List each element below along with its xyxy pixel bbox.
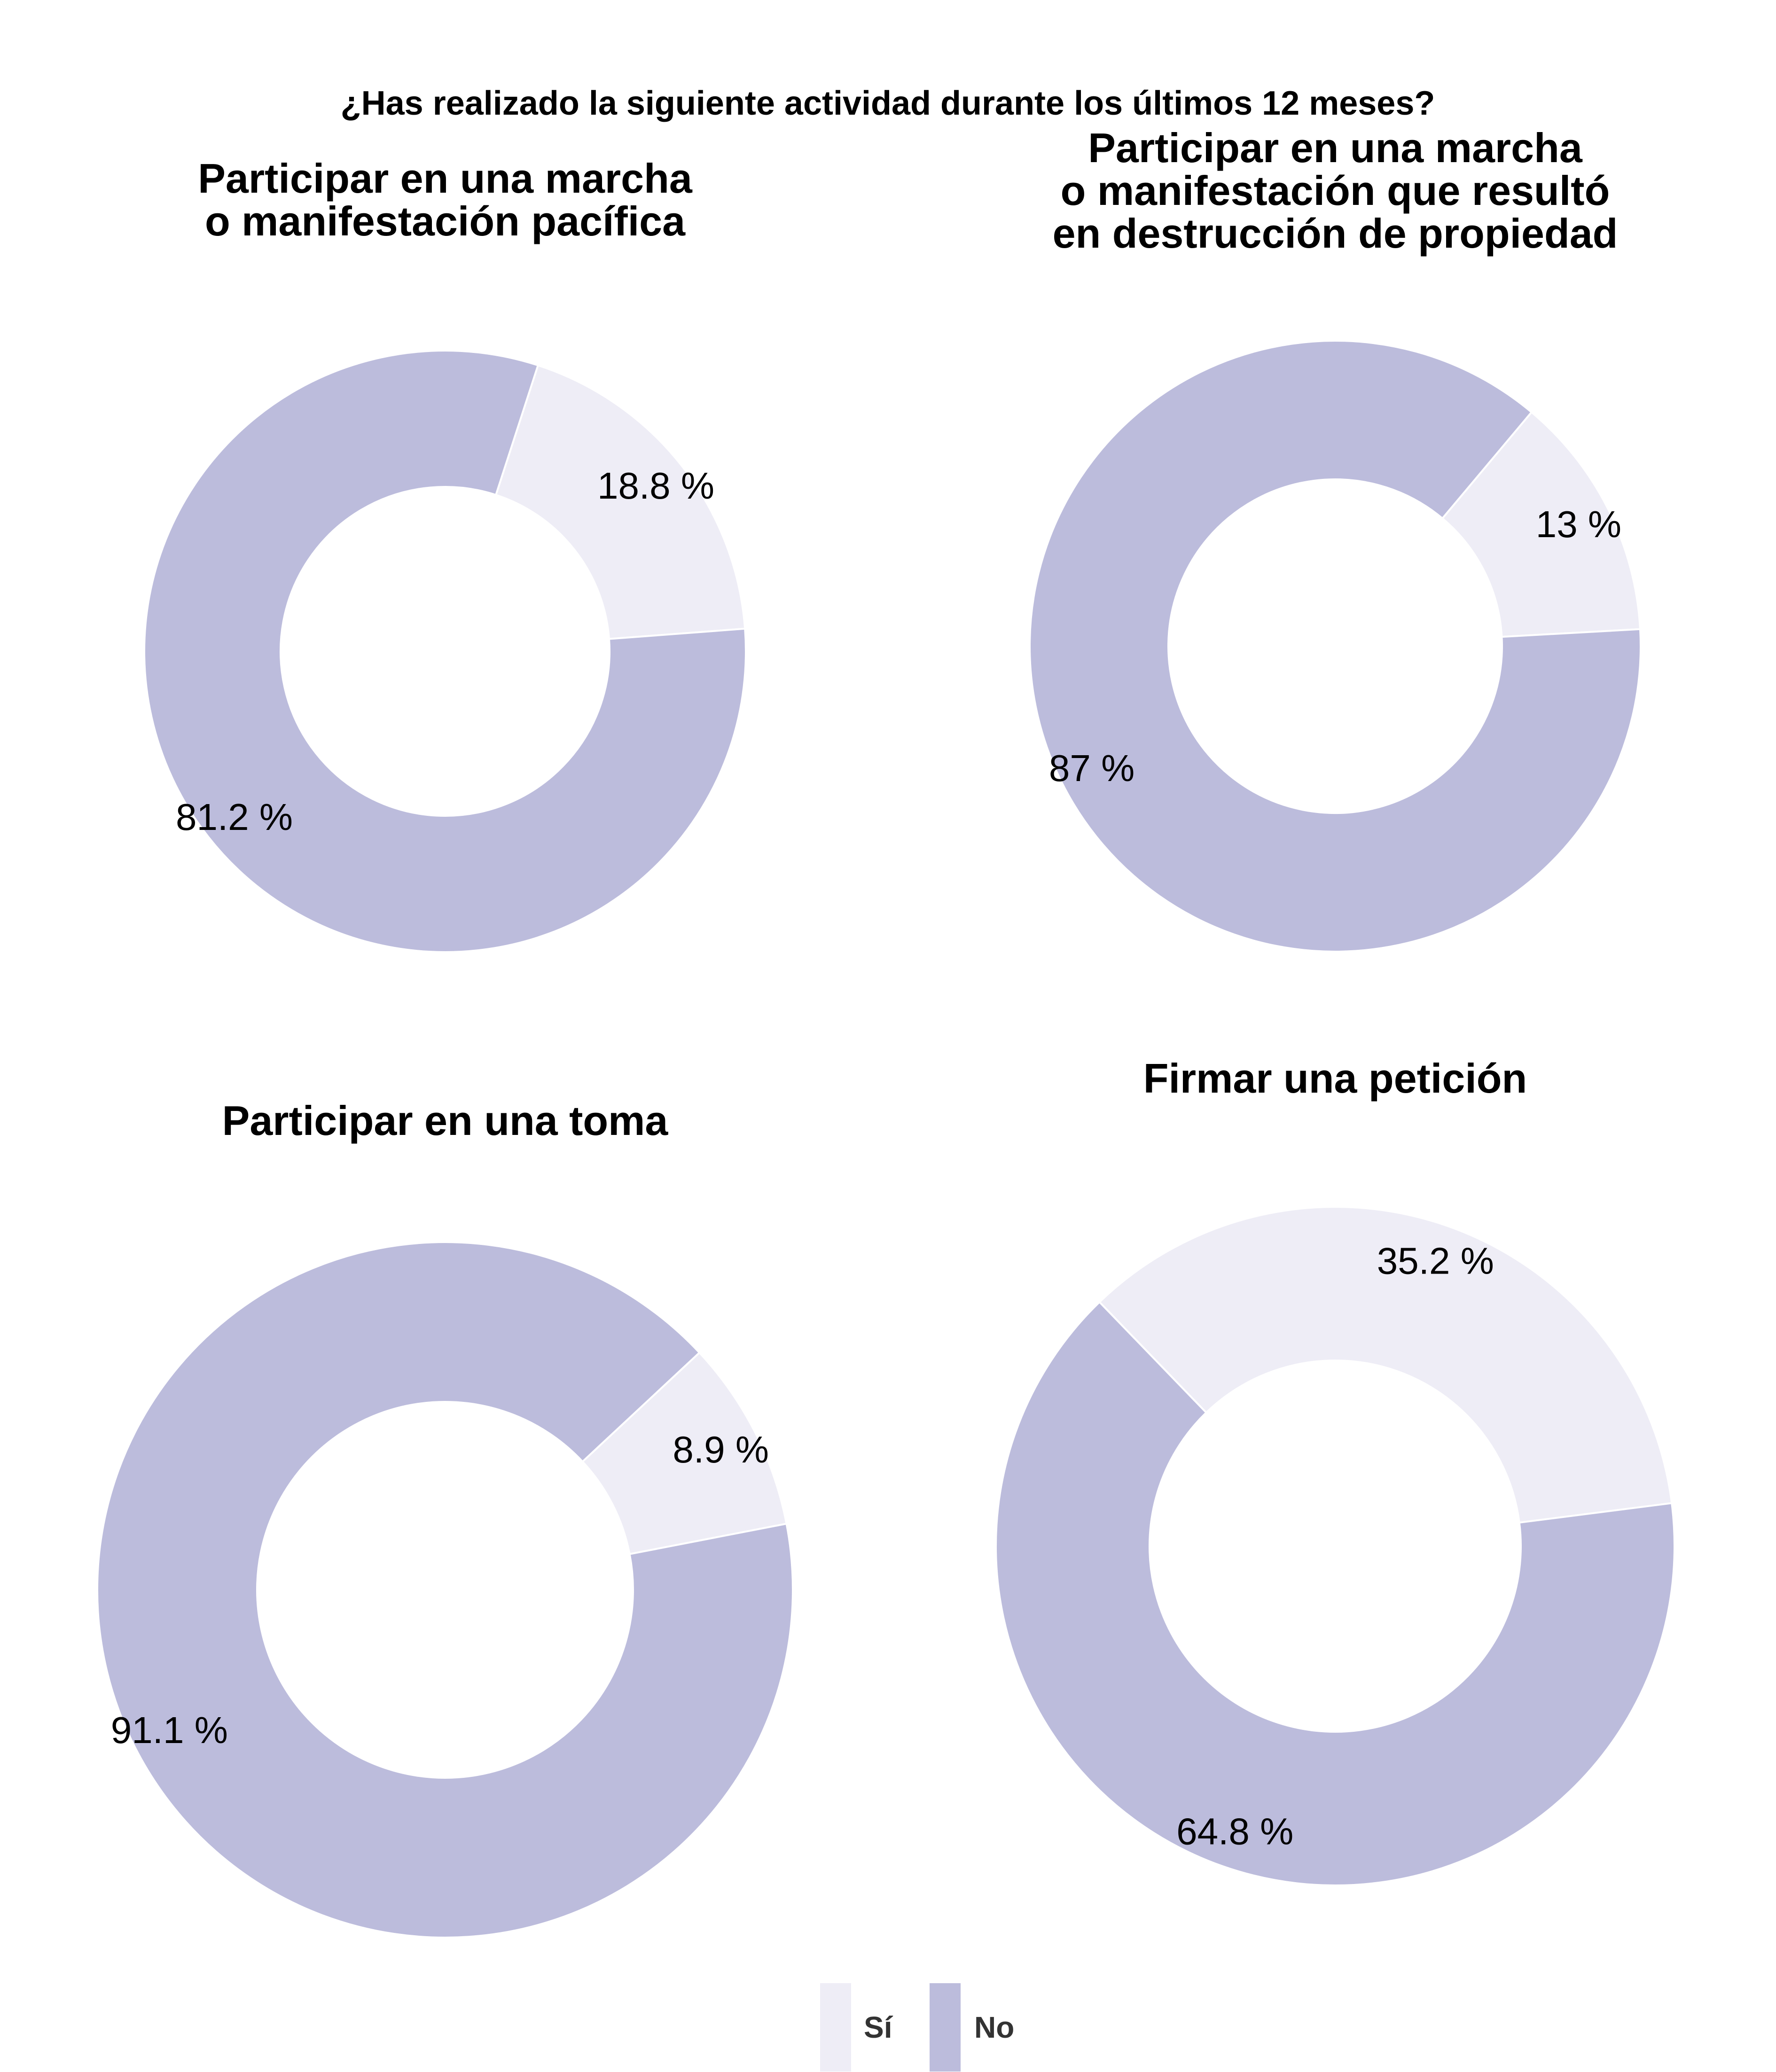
panels: Participar en una marcha o manifestación … xyxy=(96,125,1675,1939)
slice-label-si: 18.8 % xyxy=(597,465,714,507)
panel-title-line: Participar en una marcha xyxy=(198,155,693,202)
donut-panel-1: Participar en una marcha o manifestación … xyxy=(143,155,747,953)
legend-label-si: Sí xyxy=(864,2010,893,2044)
panel-title-line: Participar en una toma xyxy=(222,1097,669,1144)
panel-title: Participar en una marcha o manifestación … xyxy=(198,155,693,244)
slice-si xyxy=(1098,1206,1673,1524)
panel-title-line: en destrucción de propiedad xyxy=(1053,210,1618,257)
slice-si xyxy=(494,364,746,640)
panel-title: Firmar una petición xyxy=(1143,1055,1527,1102)
main-title: ¿Has realizado la siguiente actividad du… xyxy=(341,85,1435,122)
panel-title-line: o manifestación que resultó xyxy=(1061,167,1610,214)
slice-no xyxy=(143,350,747,953)
legend: Sí No xyxy=(820,1983,1014,2072)
donut-panel-4: Firmar una petición 35.2 % 64.8 % xyxy=(995,1055,1675,1887)
panel-title-line: Firmar una petición xyxy=(1143,1055,1527,1102)
panel-title-line: o manifestación pacífica xyxy=(205,198,686,244)
legend-swatch-si xyxy=(820,1983,851,2072)
donut-panel-3: Participar en una toma 8.9 % 91.1 % xyxy=(96,1097,794,1939)
slice-label-no: 87 % xyxy=(1049,747,1134,789)
slice-label-si: 35.2 % xyxy=(1377,1240,1494,1282)
slice-si xyxy=(1441,411,1642,638)
slice-no xyxy=(995,1300,1675,1887)
slice-label-no: 81.2 % xyxy=(176,796,293,838)
slice-no xyxy=(1029,340,1642,953)
slice-label-no: 91.1 % xyxy=(111,1709,228,1751)
panel-title: Participar en una toma xyxy=(222,1097,669,1144)
slice-label-no: 64.8 % xyxy=(1176,1811,1293,1853)
slice-si xyxy=(581,1351,788,1556)
legend-swatch-no xyxy=(930,1983,961,2072)
slice-no xyxy=(96,1241,794,1939)
slice-label-si: 13 % xyxy=(1536,503,1621,545)
panel-title-line: Participar en una marcha xyxy=(1088,125,1583,171)
donut-panel-2: Participar en una marcha o manifestación … xyxy=(1029,125,1642,953)
slice-label-si: 8.9 % xyxy=(673,1429,769,1470)
legend-label-no: No xyxy=(974,2010,1014,2044)
panel-title: Participar en una marcha o manifestación … xyxy=(1053,125,1618,257)
